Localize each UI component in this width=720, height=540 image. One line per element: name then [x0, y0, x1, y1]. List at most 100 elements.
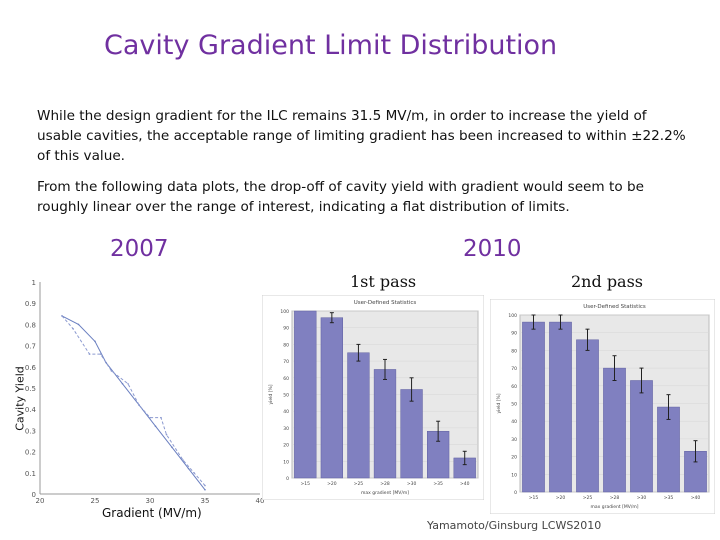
x-axis-label: max gradient [MV/m] — [361, 490, 409, 496]
data-point — [165, 433, 168, 436]
data-point — [77, 323, 80, 326]
y-tick-label: 100 — [280, 309, 289, 315]
x-tick-label: >25 — [354, 481, 364, 487]
data-point — [154, 425, 157, 427]
data-point — [204, 484, 206, 487]
data-point — [110, 370, 113, 372]
bar — [522, 321, 545, 493]
y-tick-label: 70 — [283, 359, 289, 365]
first-pass-label: 1st pass — [350, 272, 417, 291]
x-tick-label: >20 — [327, 481, 337, 487]
y-tick-label: 50 — [511, 402, 517, 408]
y-tick-label: 0.6 — [25, 364, 37, 372]
bar — [320, 317, 344, 479]
bar — [373, 369, 397, 479]
y-tick-label: 40 — [511, 419, 517, 425]
y-tick-label: 0.5 — [25, 385, 36, 393]
y-tick-label: 0.8 — [25, 321, 36, 329]
x-tick-label: >20 — [556, 495, 566, 501]
y-tick-label: 10 — [511, 472, 517, 478]
x-axis-label: Gradient (MV/m) — [102, 506, 202, 520]
y-tick-label: 50 — [283, 393, 289, 399]
series-line-solid — [61, 315, 206, 491]
x-tick-label: >35 — [664, 495, 674, 501]
bar — [630, 380, 653, 493]
x-tick-label: >15 — [301, 481, 311, 487]
y-tick-label: 0.7 — [25, 343, 36, 351]
bar — [347, 352, 370, 479]
data-point — [61, 315, 63, 317]
x-tick-label: 40 — [256, 497, 265, 505]
data-point — [88, 353, 91, 355]
y-tick-label: 20 — [511, 455, 517, 461]
x-tick-label: >30 — [637, 495, 647, 501]
x-tick-label: >28 — [610, 495, 620, 501]
y-tick-label: 0.2 — [25, 449, 36, 457]
y-tick-label: 0 — [514, 490, 517, 496]
data-point — [204, 488, 206, 491]
y-tick-label: 20 — [283, 443, 289, 449]
data-point — [72, 327, 74, 330]
x-tick-label: 25 — [91, 497, 100, 505]
yield-bar-chart-second-pass: User-Defined Statistics 0 10 20 30 40 50 60 70 80… — [490, 299, 715, 514]
intro-paragraph: While the design gradient for the ILC re… — [37, 108, 686, 164]
year-2010-heading: 2010 — [463, 236, 522, 262]
y-tick-label: 0.9 — [25, 300, 36, 308]
y-axis-label: yield [%] — [268, 384, 274, 404]
data-point — [138, 404, 140, 406]
yield-line-chart-2007: 0 0.1 0.2 0.3 0.4 0.5 0.6 0.7 0.8 0.9 1 20 25 30 35 40 — [25, 279, 265, 505]
y-tick-label: 0 — [286, 476, 289, 482]
y-tick-label: 90 — [511, 331, 517, 337]
x-tick-label: 20 — [36, 497, 45, 505]
bar — [549, 321, 572, 493]
data-point — [160, 416, 162, 419]
credit-text: Yamamoto/Ginsburg LCWS2010 — [427, 519, 602, 532]
x-tick-label: >30 — [407, 481, 417, 487]
chart-title: User-Defined Statistics — [354, 300, 417, 306]
y-tick-label: 60 — [511, 384, 517, 390]
year-2007-heading: 2007 — [110, 236, 169, 262]
page-title: Cavity Gradient Limit Distribution — [104, 30, 558, 61]
bar — [576, 339, 599, 493]
y-tick-label: 1 — [32, 279, 36, 287]
y-axis-label: yield [%] — [496, 393, 502, 413]
x-tick-label: >40 — [691, 495, 701, 501]
x-tick-label: 30 — [146, 497, 155, 505]
data-point — [149, 416, 151, 419]
yield-bar-chart-first-pass: User-Defined Statistics 0 10 20 30 40 50 60 70 80… — [262, 295, 484, 500]
data-point — [182, 459, 184, 461]
data-point — [187, 467, 190, 470]
y-tick-label: 100 — [508, 313, 517, 319]
x-tick-label: >28 — [380, 481, 390, 487]
y-tick-label: 70 — [511, 366, 517, 372]
x-axis-label: max gradient [MV/m] — [591, 504, 639, 510]
bar — [400, 389, 423, 479]
y-tick-label: 30 — [283, 426, 289, 432]
y-tick-label: 10 — [283, 459, 289, 465]
x-tick-label: >15 — [529, 495, 539, 501]
y-tick-label: 80 — [511, 348, 517, 354]
x-tick-label: >25 — [583, 495, 593, 501]
y-tick-label: 40 — [283, 409, 289, 415]
x-tick-label: >40 — [460, 481, 470, 487]
data-point — [99, 353, 102, 355]
y-tick-label: 0.4 — [25, 406, 37, 414]
chart-title: User-Defined Statistics — [583, 304, 646, 310]
y-tick-label: 0 — [32, 491, 36, 499]
y-tick-label: 60 — [283, 376, 289, 382]
x-tick-label: >35 — [433, 481, 443, 487]
y-tick-label: 30 — [511, 437, 517, 443]
x-tick-label: 35 — [201, 497, 210, 505]
analysis-paragraph: From the following data plots, the drop-… — [37, 179, 644, 215]
y-tick-label: 80 — [283, 342, 289, 348]
bar — [603, 367, 626, 493]
y-tick-label: 90 — [283, 326, 289, 332]
data-point — [121, 382, 124, 385]
data-point — [171, 446, 173, 449]
y-tick-label: 0.1 — [25, 470, 36, 478]
y-axis-label: Cavity Yield — [13, 366, 27, 431]
data-point — [94, 340, 96, 343]
data-point — [193, 472, 195, 474]
bar — [294, 310, 317, 479]
second-pass-label: 2nd pass — [571, 272, 644, 291]
